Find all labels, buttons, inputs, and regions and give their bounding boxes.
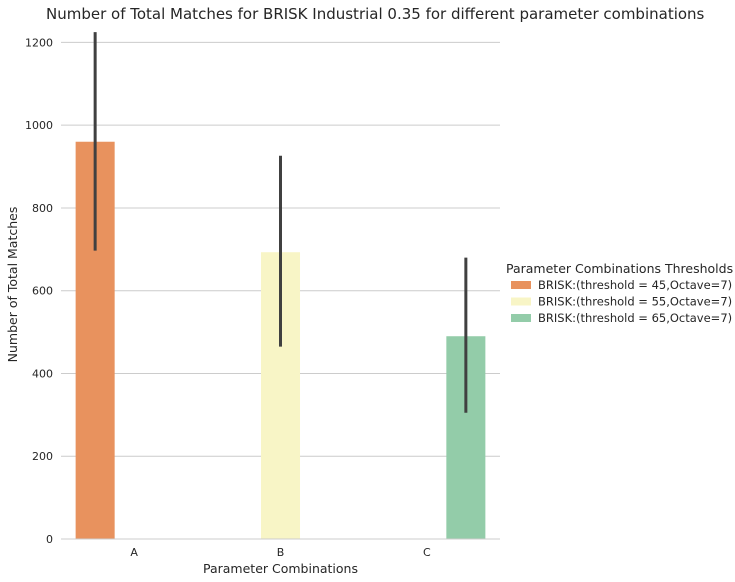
y-ticks: 0 200 400 600 800 1000 1200 xyxy=(25,36,53,546)
y-tick-label: 200 xyxy=(32,450,53,463)
y-axis-label: Number of Total Matches xyxy=(5,207,20,363)
y-tick-label: 600 xyxy=(32,285,53,298)
x-ticks: A B C xyxy=(130,546,431,559)
y-tick-label: 1000 xyxy=(25,119,53,132)
legend-label: BRISK:(threshold = 55,Octave=7) xyxy=(538,295,732,309)
x-tick-label: A xyxy=(130,546,138,559)
error-bars xyxy=(93,32,468,413)
chart-title: Number of Total Matches for BRISK Indust… xyxy=(46,5,705,23)
legend-swatch xyxy=(511,314,531,322)
legend-title: Parameter Combinations Thresholds xyxy=(506,261,733,276)
y-tick-label: 0 xyxy=(46,533,53,546)
x-tick-label: C xyxy=(423,546,431,559)
legend-label: BRISK:(threshold = 65,Octave=7) xyxy=(538,311,732,325)
legend-swatch xyxy=(511,281,531,289)
legend-label: BRISK:(threshold = 45,Octave=7) xyxy=(538,278,732,292)
y-tick-label: 1200 xyxy=(25,36,53,49)
legend-swatch xyxy=(511,297,531,306)
x-tick-label: B xyxy=(277,546,285,559)
y-tick-label: 400 xyxy=(32,367,53,380)
legend-items: BRISK:(threshold = 45,Octave=7) BRISK:(th… xyxy=(511,278,732,325)
y-tick-label: 800 xyxy=(32,202,53,215)
legend: Parameter Combinations Thresholds BRISK:… xyxy=(506,261,733,325)
x-axis-label: Parameter Combinations xyxy=(203,561,358,576)
